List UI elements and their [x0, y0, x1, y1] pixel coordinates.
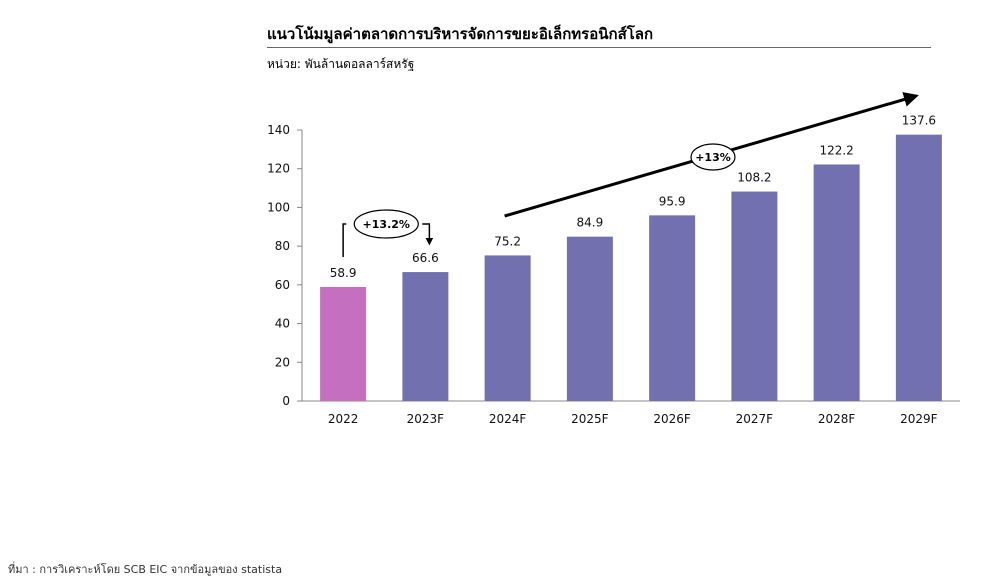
y-tick-label: 80: [275, 239, 290, 253]
bar: [402, 272, 449, 401]
y-tick-label: 100: [267, 200, 290, 214]
bar: [813, 164, 860, 401]
x-tick-label: 2023F: [407, 412, 445, 426]
bar-value-label: 58.9: [330, 266, 357, 280]
y-tick-label: 140: [267, 123, 290, 137]
value-labels-group: 58.9 66.6 75.2 84.9 95.9 108.2 122.2 137.6: [330, 114, 936, 280]
bar-value-label: 137.6: [902, 114, 936, 128]
growth-bracket-left: [342, 223, 347, 257]
growth-badge-2023: [353, 209, 419, 239]
cagr-badge: [690, 143, 736, 171]
y-tick-label: 0: [282, 394, 290, 408]
unit-label: หน่วย: พันล้านดอลลาร์สหรัฐ: [267, 57, 415, 71]
x-axis: 2022 2023F 2024F 2025F 2026F 2027F 2028F 2029F: [302, 400, 960, 426]
title-divider: [267, 47, 931, 48]
bars-group: [320, 134, 942, 401]
bar: [566, 236, 613, 401]
y-axis: 0 20 40 60 80 100 120 140: [267, 123, 303, 408]
bar-value-label: 108.2: [737, 171, 771, 185]
x-tick-label: 2028F: [818, 412, 856, 426]
bar-value-label: 95.9: [659, 194, 686, 208]
x-tick-label: 2026F: [653, 412, 691, 426]
bar-value-label: 75.2: [494, 234, 521, 248]
annotations-group: +13.2% +13%: [342, 92, 919, 257]
bar: [895, 134, 942, 401]
bar: [320, 286, 367, 401]
bar-value-label: 122.2: [819, 143, 853, 157]
chart-title: แนวโน้มมูลค่าตลาดการบริหารจัดการขยะอิเล็…: [267, 25, 654, 43]
y-tick-label: 20: [275, 355, 290, 369]
growth-bracket-arrow: [422, 223, 434, 246]
x-tick-label: 2029F: [900, 412, 938, 426]
bar-value-label: 84.9: [577, 216, 604, 230]
x-tick-label: 2027F: [736, 412, 774, 426]
bar: [649, 215, 696, 401]
x-tick-label: 2022: [328, 412, 359, 426]
y-tick-label: 60: [275, 278, 290, 292]
y-tick-label: 40: [275, 317, 290, 331]
cagr-badge-label: +13%: [695, 151, 731, 164]
source-note: ที่มา : การวิเคราะห์โดย SCB EIC จากข้อมู…: [8, 563, 283, 576]
bar: [484, 255, 531, 401]
bar: [731, 191, 778, 401]
x-tick-label: 2025F: [571, 412, 609, 426]
bar-value-label: 66.6: [412, 251, 439, 265]
x-tick-label: 2024F: [489, 412, 527, 426]
y-tick-label: 120: [267, 162, 290, 176]
growth-badge-2023-label: +13.2%: [363, 218, 410, 231]
